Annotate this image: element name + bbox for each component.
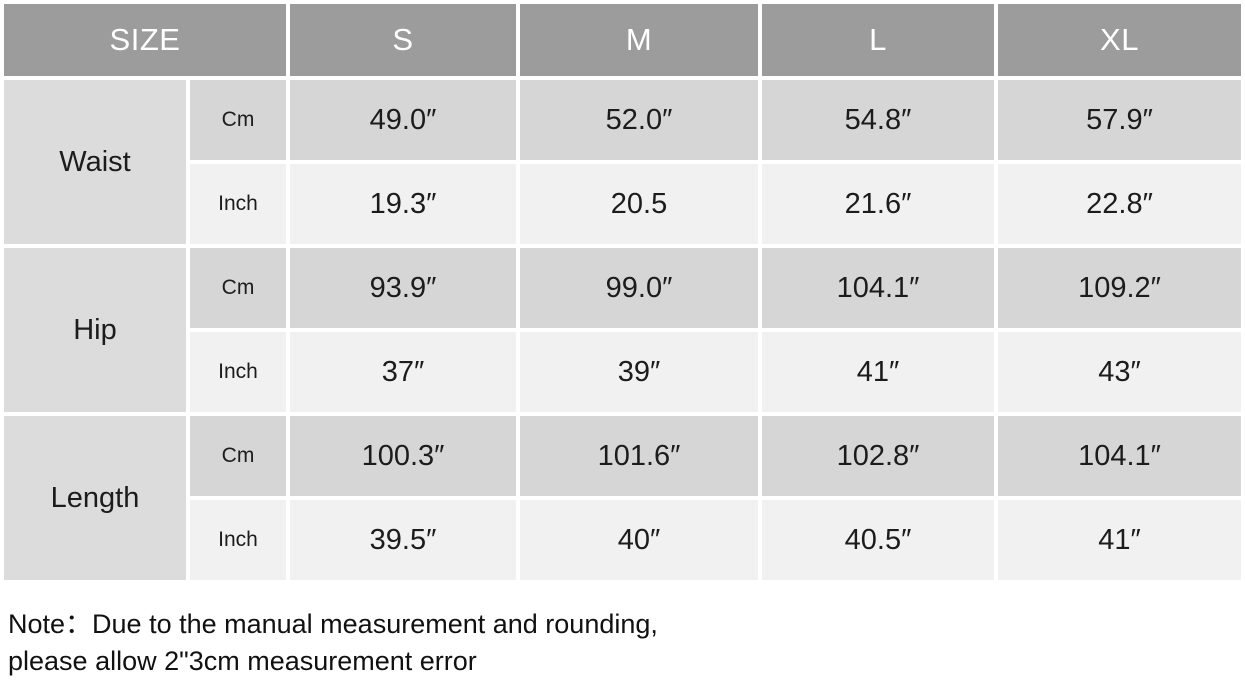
- cell-length-inch-m: 40″: [520, 500, 758, 580]
- unit-label-cm: Cm: [190, 248, 286, 328]
- table-row: Inch 19.3″ 20.5 21.6″ 22.8″: [4, 164, 1241, 244]
- cell-length-cm-xl: 104.1″: [998, 416, 1241, 496]
- cell-length-cm-l: 102.8″: [762, 416, 994, 496]
- cell-length-inch-l: 40.5″: [762, 500, 994, 580]
- cell-waist-inch-s: 19.3″: [290, 164, 516, 244]
- unit-label-inch: Inch: [190, 164, 286, 244]
- table-header-row: SIZE S M L XL: [4, 4, 1241, 76]
- table-row: Waist Cm 49.0″ 52.0″ 54.8″ 57.9″: [4, 80, 1241, 244]
- cell-hip-inch-m: 39″: [520, 332, 758, 412]
- measurement-note: Note：Due to the manual measurement and r…: [8, 606, 1245, 681]
- table-row: Length Cm 100.3″ 101.6″ 102.8″ 104.1″: [4, 416, 1241, 580]
- unit-label-cm: Cm: [190, 416, 286, 496]
- cell-waist-inch-m: 20.5: [520, 164, 758, 244]
- table-row: Hip Cm 93.9″ 99.0″ 104.1″ 109.2″: [4, 248, 1241, 412]
- cell-hip-cm-xl: 109.2″: [998, 248, 1241, 328]
- note-line-1: Note：Due to the manual measurement and r…: [8, 609, 658, 639]
- header-col-l: L: [762, 4, 994, 76]
- cell-length-cm-s: 100.3″: [290, 416, 516, 496]
- cell-length-inch-s: 39.5″: [290, 500, 516, 580]
- cell-hip-cm-s: 93.9″: [290, 248, 516, 328]
- cell-hip-inch-l: 41″: [762, 332, 994, 412]
- table-row: Inch 37″ 39″ 41″ 43″: [4, 332, 1241, 412]
- table-row: Inch 39.5″ 40″ 40.5″ 41″: [4, 500, 1241, 580]
- cell-waist-inch-l: 21.6″: [762, 164, 994, 244]
- header-col-s: S: [290, 4, 516, 76]
- header-col-xl: XL: [998, 4, 1241, 76]
- note-line-2: please allow 2"3cm measurement error: [8, 646, 477, 677]
- cell-waist-inch-xl: 22.8″: [998, 164, 1241, 244]
- cell-hip-inch-xl: 43″: [998, 332, 1241, 412]
- cell-waist-cm-xl: 57.9″: [998, 80, 1241, 160]
- header-size-cell: SIZE: [4, 4, 286, 76]
- cell-waist-cm-l: 54.8″: [762, 80, 994, 160]
- cell-length-inch-xl: 41″: [998, 500, 1241, 580]
- row-group-label-hip: Hip: [4, 248, 186, 412]
- cell-waist-cm-s: 49.0″: [290, 80, 516, 160]
- cell-hip-cm-l: 104.1″: [762, 248, 994, 328]
- unit-label-inch: Inch: [190, 500, 286, 580]
- unit-label-cm: Cm: [190, 80, 286, 160]
- row-group-label-waist: Waist: [4, 80, 186, 244]
- cell-length-cm-m: 101.6″: [520, 416, 758, 496]
- cell-waist-cm-m: 52.0″: [520, 80, 758, 160]
- row-group-label-length: Length: [4, 416, 186, 580]
- unit-label-inch: Inch: [190, 332, 286, 412]
- cell-hip-cm-m: 99.0″: [520, 248, 758, 328]
- size-chart-table: SIZE S M L XL Waist Cm 49.0″ 52.0″ 54.8″…: [4, 4, 1241, 580]
- cell-hip-inch-s: 37″: [290, 332, 516, 412]
- header-col-m: M: [520, 4, 758, 76]
